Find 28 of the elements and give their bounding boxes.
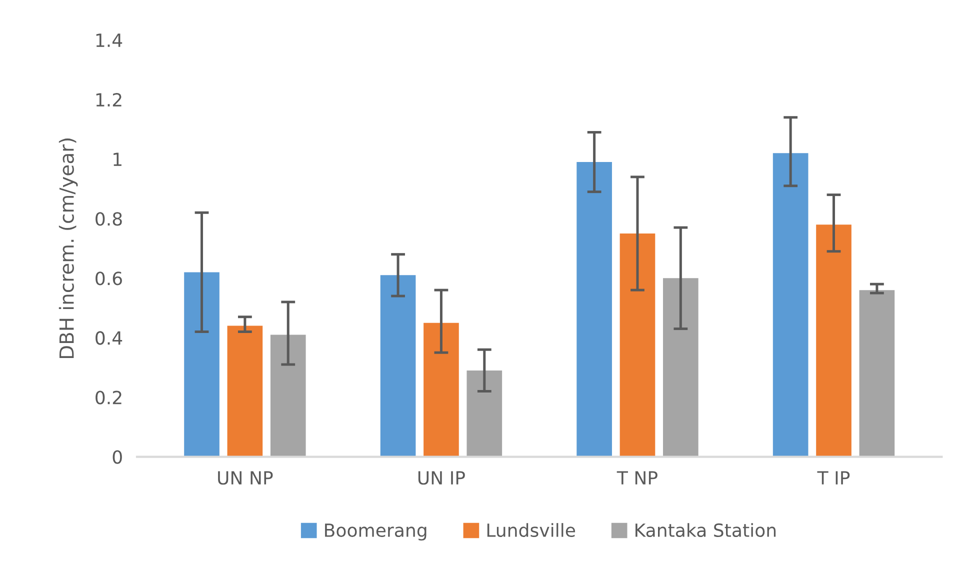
bar (816, 224, 852, 457)
legend-label: Kantaka Station (636, 523, 776, 538)
y-tick-label: 0.6 (96, 272, 122, 286)
bar (576, 162, 612, 457)
bar (663, 278, 698, 457)
y-tick-label: 0.4 (96, 331, 122, 345)
bar (227, 326, 263, 457)
y-tick-label: 0 (112, 450, 122, 464)
bar (466, 370, 502, 457)
bar (270, 334, 306, 457)
x-tick-label: UN IP (418, 471, 465, 485)
y-tick-label: 1.2 (96, 92, 122, 106)
y-tick-label: 0.2 (96, 390, 122, 404)
bar (424, 322, 459, 457)
bar (620, 234, 656, 457)
x-tick-label: UN NP (218, 471, 273, 485)
y-axis-title: DBH increm. (cm/year) (58, 138, 78, 358)
bar (772, 153, 808, 457)
x-tick-label: T IP (817, 471, 850, 484)
y-tick-label: 1 (114, 152, 122, 166)
y-tick-label: 1.4 (96, 34, 122, 47)
bar (184, 272, 220, 457)
x-tick-label: T NP (616, 471, 658, 484)
bar (380, 275, 416, 457)
y-tick-label: 0.8 (96, 212, 122, 226)
legend-label: Lundsville (487, 523, 576, 538)
bar (859, 290, 895, 457)
legend-label: Boomerang (325, 524, 426, 541)
